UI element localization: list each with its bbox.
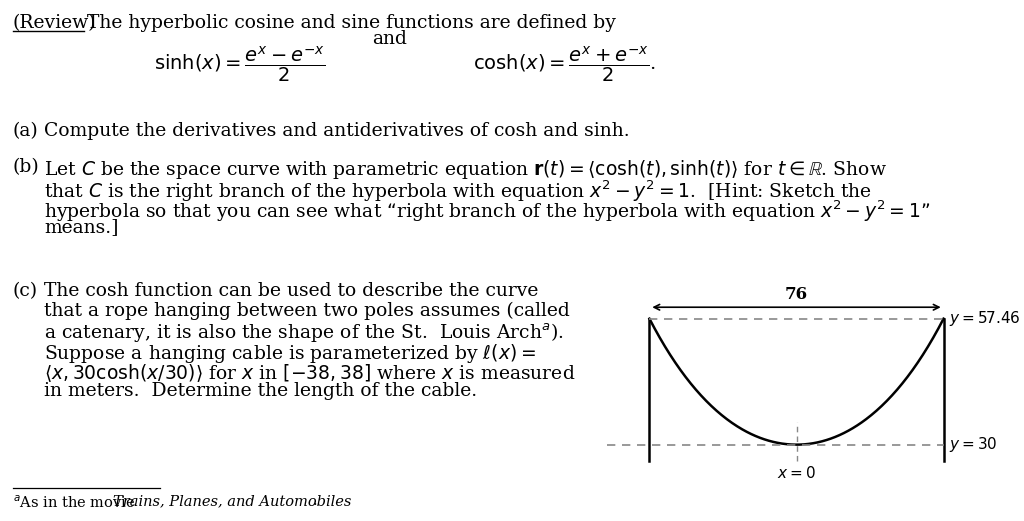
Text: and: and [373,30,408,48]
Text: Trains, Planes, and Automobiles: Trains, Planes, and Automobiles [113,494,351,508]
Text: hyperbola so that you can see what “right branch of the hyperbola with equation : hyperbola so that you can see what “righ… [44,198,930,224]
Text: $x = 0$: $x = 0$ [777,465,816,481]
Text: $^a$As in the movie: $^a$As in the movie [13,494,136,511]
Text: that $C$ is the right branch of the hyperbola with equation $x^2 - y^2 = 1$.  [H: that $C$ is the right branch of the hype… [44,178,872,204]
Text: (c): (c) [13,282,38,300]
Text: $\sinh(x) = \dfrac{e^x - e^{-x}}{2}$: $\sinh(x) = \dfrac{e^x - e^{-x}}{2}$ [155,45,326,85]
Text: 76: 76 [785,286,808,303]
Text: The cosh function can be used to describe the curve: The cosh function can be used to describ… [44,282,539,300]
Text: The hyperbolic cosine and sine functions are defined by: The hyperbolic cosine and sine functions… [87,14,615,32]
Text: (b): (b) [13,158,40,176]
Text: (Review): (Review) [13,14,96,32]
Text: .: . [313,494,317,508]
Text: $y = 30$: $y = 30$ [949,435,997,454]
Text: that a rope hanging between two poles assumes (called: that a rope hanging between two poles as… [44,302,569,320]
Text: means.]: means.] [44,218,119,236]
Text: a catenary, it is also the shape of the St.  Louis Arch$^a$).: a catenary, it is also the shape of the … [44,322,564,345]
Text: $y = 57.46$: $y = 57.46$ [949,309,1021,328]
Text: Let $C$ be the space curve with parametric equation $\mathbf{r}(t) = \langle\cos: Let $C$ be the space curve with parametr… [44,158,887,181]
Text: $\langle x, 30\cosh(x/30)\rangle$ for $x$ in $[-38, 38]$ where $x$ is measured: $\langle x, 30\cosh(x/30)\rangle$ for $x… [44,362,575,384]
Text: (a): (a) [13,122,39,140]
Text: Suppose a hanging cable is parameterized by $\ell(x) =$: Suppose a hanging cable is parameterized… [44,342,536,365]
Text: in meters.  Determine the length of the cable.: in meters. Determine the length of the c… [44,382,477,400]
Text: $\cosh(x) = \dfrac{e^x + e^{-x}}{2}$.: $\cosh(x) = \dfrac{e^x + e^{-x}}{2}$. [473,45,656,85]
Text: Compute the derivatives and antiderivatives of cosh and sinh.: Compute the derivatives and antiderivati… [44,122,630,140]
